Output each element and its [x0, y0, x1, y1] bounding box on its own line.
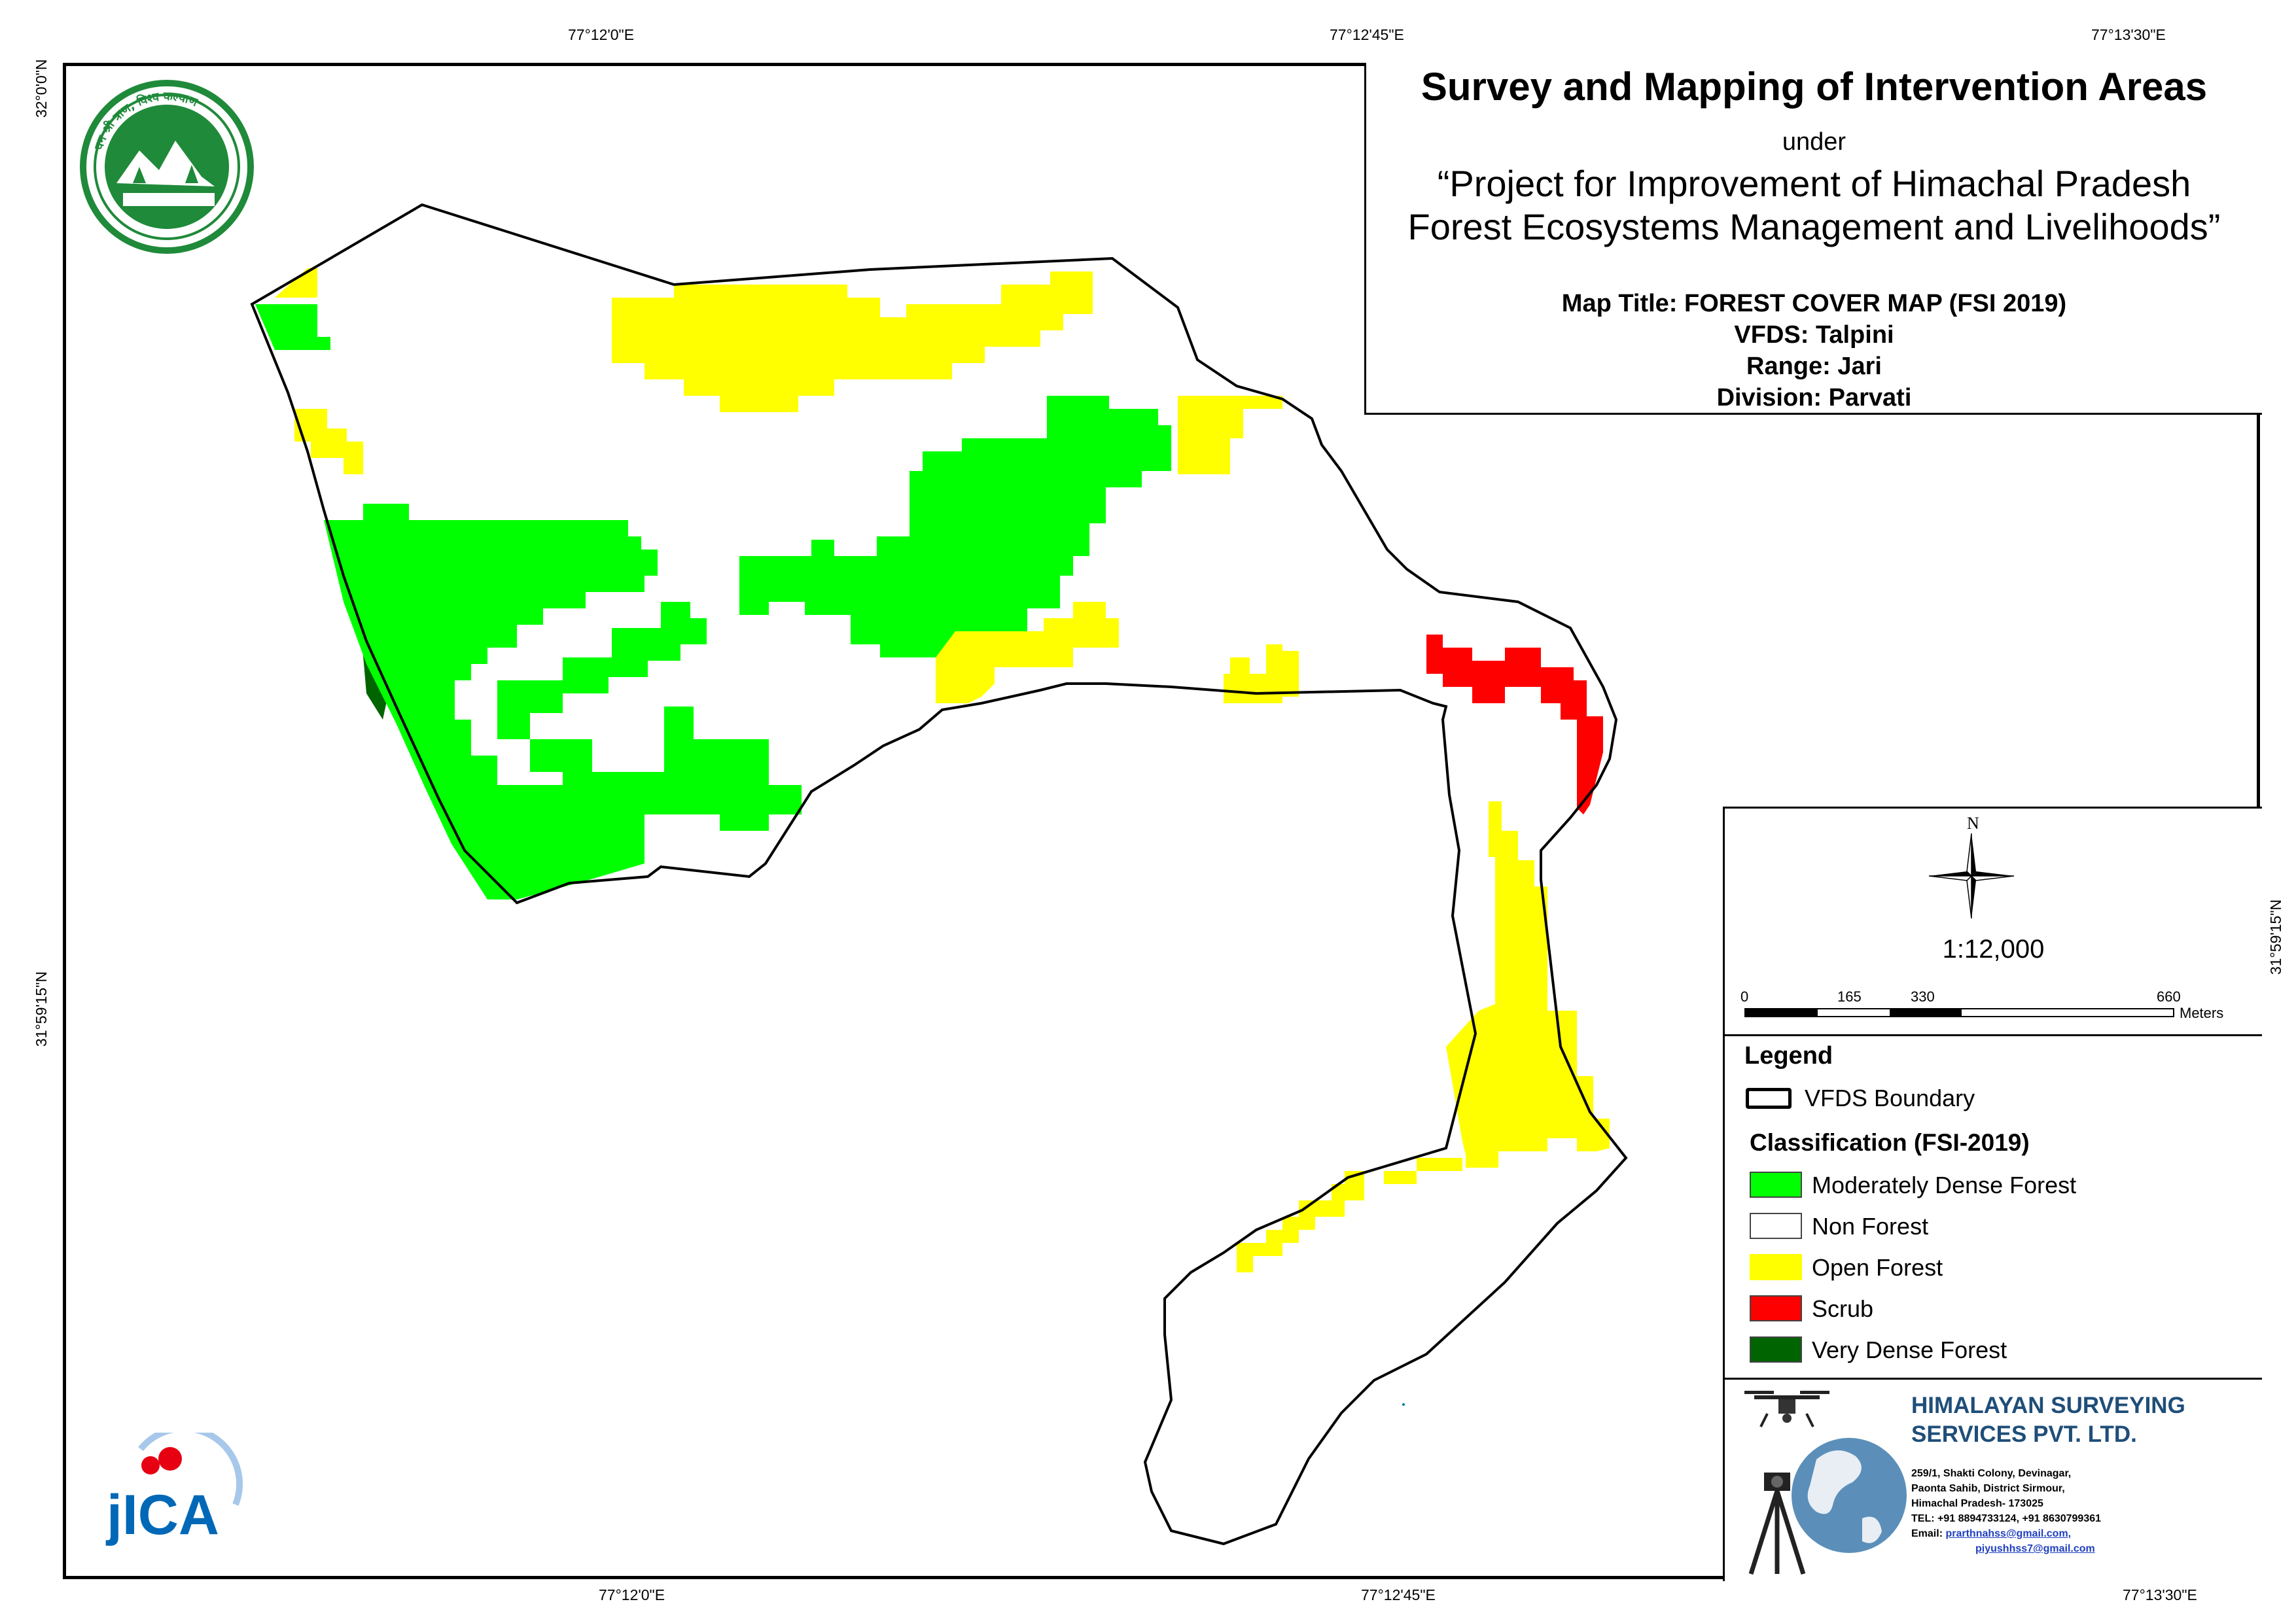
jica-wordmark: jICA [105, 1484, 219, 1546]
scrub-area [1426, 635, 1603, 814]
scale-ratio: 1:12,000 [1942, 935, 2045, 964]
coord-top-2: 77°12'45"E [1330, 26, 1404, 43]
north-arrow: N [1929, 814, 2021, 918]
company-logo [1738, 1387, 1915, 1577]
division-line: Division: Parvati [1716, 384, 1912, 411]
company-name-line-1: HIMALAYAN SURVEYING [1911, 1393, 2185, 1418]
scale-tick-660: 660 [2157, 988, 2181, 1005]
title-under-text: under [1782, 128, 1846, 156]
theodolite-icon [1748, 1473, 1806, 1575]
vfds-boundary-label: VFDS Boundary [1805, 1085, 1975, 1111]
legend-swatch-scrub [1750, 1295, 1802, 1321]
legend-label-open-forest: Open Forest [1812, 1254, 1943, 1281]
scale-unit: Meters [2180, 1005, 2224, 1021]
project-title-line-1: “Project for Improvement of Himachal Pra… [1437, 163, 2191, 204]
company-address: 259/1, Shakti Colony, Devinagar, Paonta … [1911, 1466, 2101, 1556]
legend-label-non-forest: Non Forest [1812, 1213, 1929, 1240]
compass-rose-icon [1929, 833, 2014, 918]
north-label: N [1967, 814, 1979, 833]
coord-top-3: 77°13'30"E [2091, 26, 2166, 43]
coord-bottom-2: 77°12'45"E [1361, 1586, 1436, 1603]
legend-swatch-open-forest [1750, 1254, 1802, 1280]
legend-heading: Legend [1744, 1042, 1833, 1070]
address-line-4: TEL: +91 8894733124, +91 8630799361 [1911, 1513, 2102, 1524]
legend-label-scrub: Scrub [1812, 1295, 1874, 1322]
legend-label-moderately-dense: Moderately Dense Forest [1812, 1172, 2077, 1198]
company-name-line-2: SERVICES PVT. LTD. [1911, 1422, 2137, 1447]
coord-bottom-3: 77°13'30"E [2123, 1586, 2197, 1603]
coord-top-1: 77°12'0"E [568, 26, 635, 43]
address-line-1: 259/1, Shakti Colony, Devinagar, [1911, 1468, 2072, 1479]
project-title-line-2: Forest Ecosystems Management and Livelih… [1407, 206, 2221, 247]
vfds-boundary [250, 203, 1628, 1546]
open-forest-area [275, 268, 1610, 1272]
email-link-2[interactable]: piyushhss7@gmail.com [1975, 1543, 2095, 1554]
legend-label-very-dense: Very Dense Forest [1812, 1336, 2007, 1363]
scale-tick-165: 165 [1837, 988, 1862, 1005]
scale-bar [1744, 1008, 2174, 1017]
email-label: Email: [1911, 1528, 1943, 1539]
project-title: “Project for Improvement of Himachal Pra… [1366, 162, 2262, 249]
side-panel: N 1:12,000 0 165 330 660 Meters Legend V… [1723, 807, 2262, 1581]
legend-swatch-non-forest [1750, 1213, 1802, 1239]
map-title-line: Map Title: FOREST COVER MAP (FSI 2019) [1561, 290, 2067, 317]
map-main-title: Survey and Mapping of Intervention Areas [1421, 65, 2208, 109]
classification-heading: Classification (FSI-2019) [1750, 1129, 2030, 1156]
scale-tick-330: 330 [1911, 988, 1935, 1005]
coord-bottom-1: 77°12'0"E [599, 1586, 665, 1603]
title-block: Survey and Mapping of Intervention Areas… [1364, 63, 2262, 277]
legend-swatch-moderately-dense [1750, 1172, 1802, 1198]
map-info-block: Map Title: FOREST COVER MAP (FSI 2019) V… [1364, 275, 2262, 415]
legend-swatch-very-dense [1750, 1336, 1802, 1363]
jica-logo: jICA [101, 1425, 245, 1547]
address-line-3: Himachal Pradesh- 173025 [1911, 1498, 2043, 1509]
vfds-boundary-swatch [1746, 1088, 1792, 1109]
address-line-2: Paonta Sahib, District Sirmour, [1911, 1483, 2065, 1494]
moderately-dense-forest-area [255, 304, 1171, 899]
hp-forest-department-logo: वन श्री त्राण, विश्व कल्याण [77, 79, 257, 255]
vfds-line: VFDS: Talpini [1734, 321, 1894, 349]
scale-tick-0: 0 [1740, 988, 1749, 1005]
drone-icon [1744, 1391, 1829, 1427]
email-link-1[interactable]: prarthnahss@gmail.com, [1945, 1528, 2072, 1539]
range-line: Range: Jari [1746, 353, 1882, 380]
